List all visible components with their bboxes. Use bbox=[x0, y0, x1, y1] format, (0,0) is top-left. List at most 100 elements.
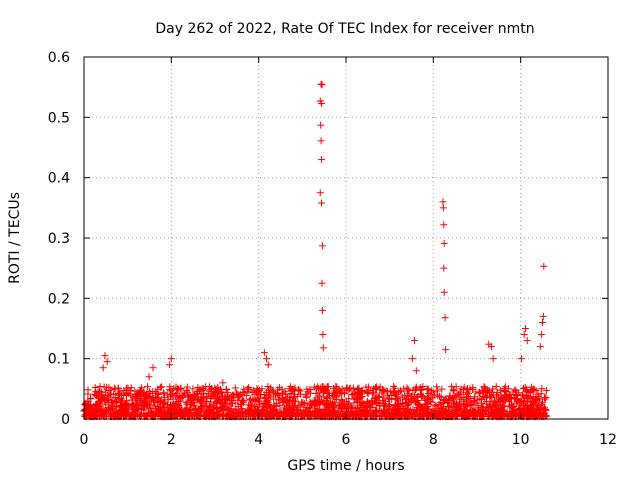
data-point-background bbox=[524, 397, 532, 405]
data-point-background bbox=[194, 383, 202, 391]
data-point-background bbox=[282, 395, 290, 403]
data-point-background bbox=[412, 386, 420, 394]
data-point-background bbox=[500, 396, 508, 404]
data-point-background bbox=[140, 397, 148, 405]
data-point-background bbox=[313, 385, 321, 393]
data-point bbox=[317, 137, 325, 145]
y-tick-label: 0.5 bbox=[48, 110, 70, 126]
data-point bbox=[263, 355, 271, 363]
data-point-background bbox=[328, 399, 336, 407]
data-point-background bbox=[189, 402, 197, 410]
data-point-background bbox=[494, 406, 502, 414]
data-point-background bbox=[84, 386, 92, 394]
data-point-background bbox=[223, 396, 231, 404]
data-point-background bbox=[103, 396, 111, 404]
data-point-background bbox=[453, 391, 461, 399]
data-point-background bbox=[111, 385, 119, 393]
data-point-background bbox=[389, 389, 397, 397]
data-point-background bbox=[129, 400, 137, 408]
data-point-background bbox=[254, 387, 262, 395]
data-point-background bbox=[96, 382, 104, 390]
data-point-background bbox=[392, 394, 400, 402]
data-point-background bbox=[256, 390, 264, 398]
data-point-background bbox=[167, 390, 175, 398]
data-point-background bbox=[471, 393, 479, 401]
data-point-background bbox=[307, 401, 315, 409]
data-point-background bbox=[368, 412, 376, 420]
data-point-background bbox=[183, 386, 191, 394]
data-point-background bbox=[129, 393, 137, 401]
data-point-background bbox=[254, 394, 262, 402]
data-point-background bbox=[336, 402, 344, 410]
data-point-background bbox=[411, 398, 419, 406]
data-point-background bbox=[385, 406, 393, 414]
data-point-background bbox=[213, 403, 221, 411]
data-point bbox=[440, 264, 448, 272]
data-point-background bbox=[240, 389, 248, 397]
data-point bbox=[260, 349, 268, 357]
data-point bbox=[439, 198, 447, 206]
y-tick-label: 0.6 bbox=[48, 50, 70, 66]
data-point-background bbox=[104, 395, 112, 403]
data-point-background bbox=[485, 411, 493, 419]
data-point bbox=[540, 262, 548, 270]
data-point-background bbox=[479, 389, 487, 397]
data-point-background bbox=[142, 394, 150, 402]
data-point-background bbox=[521, 406, 529, 414]
data-point-background bbox=[359, 387, 367, 395]
data-point-background bbox=[172, 406, 180, 414]
data-point-background bbox=[136, 392, 144, 400]
data-point-background bbox=[224, 405, 232, 413]
data-point-background bbox=[131, 387, 139, 395]
data-point-background bbox=[529, 401, 537, 409]
data-point-background bbox=[348, 390, 356, 398]
data-point-background bbox=[91, 384, 99, 392]
data-point-background bbox=[403, 384, 411, 392]
data-point-background bbox=[445, 403, 453, 411]
data-point bbox=[538, 331, 546, 339]
data-point bbox=[316, 189, 324, 197]
data-point-background bbox=[427, 398, 435, 406]
data-point-background bbox=[219, 403, 227, 411]
data-point-background bbox=[404, 405, 412, 413]
data-point-background bbox=[314, 407, 322, 415]
data-point-background bbox=[114, 391, 122, 399]
data-point-background bbox=[418, 408, 426, 416]
data-point-background bbox=[446, 392, 454, 400]
data-point-background bbox=[423, 400, 431, 408]
data-point-background bbox=[121, 407, 129, 415]
data-point-background bbox=[141, 398, 149, 406]
data-point-background bbox=[429, 394, 437, 402]
data-point-background bbox=[272, 403, 280, 411]
data-point-background bbox=[276, 411, 284, 419]
data-point-background bbox=[238, 409, 246, 417]
data-point-background bbox=[396, 400, 404, 408]
data-point-background bbox=[281, 387, 289, 395]
data-point-background bbox=[86, 395, 94, 403]
data-point-background bbox=[312, 411, 320, 419]
data-point-background bbox=[391, 408, 399, 416]
data-point-background bbox=[501, 383, 509, 391]
data-point-background bbox=[92, 391, 100, 399]
data-point-background bbox=[296, 387, 304, 395]
data-point-background bbox=[149, 411, 157, 419]
data-point-background bbox=[298, 398, 306, 406]
data-point-background bbox=[397, 387, 405, 395]
data-point-background bbox=[118, 397, 126, 405]
data-point-background bbox=[207, 404, 215, 412]
data-point-background bbox=[125, 402, 133, 410]
data-point bbox=[318, 199, 326, 207]
data-point-background bbox=[538, 385, 546, 393]
data-point bbox=[99, 364, 107, 372]
data-point-background bbox=[451, 400, 459, 408]
data-point bbox=[149, 364, 157, 372]
data-point-background bbox=[173, 385, 181, 393]
data-point-background bbox=[131, 407, 139, 415]
data-point-background bbox=[506, 402, 514, 410]
data-point-background bbox=[325, 389, 333, 397]
data-point-background bbox=[274, 391, 282, 399]
data-point-background bbox=[509, 404, 517, 412]
data-point-background bbox=[530, 385, 538, 393]
data-point-background bbox=[183, 383, 191, 391]
